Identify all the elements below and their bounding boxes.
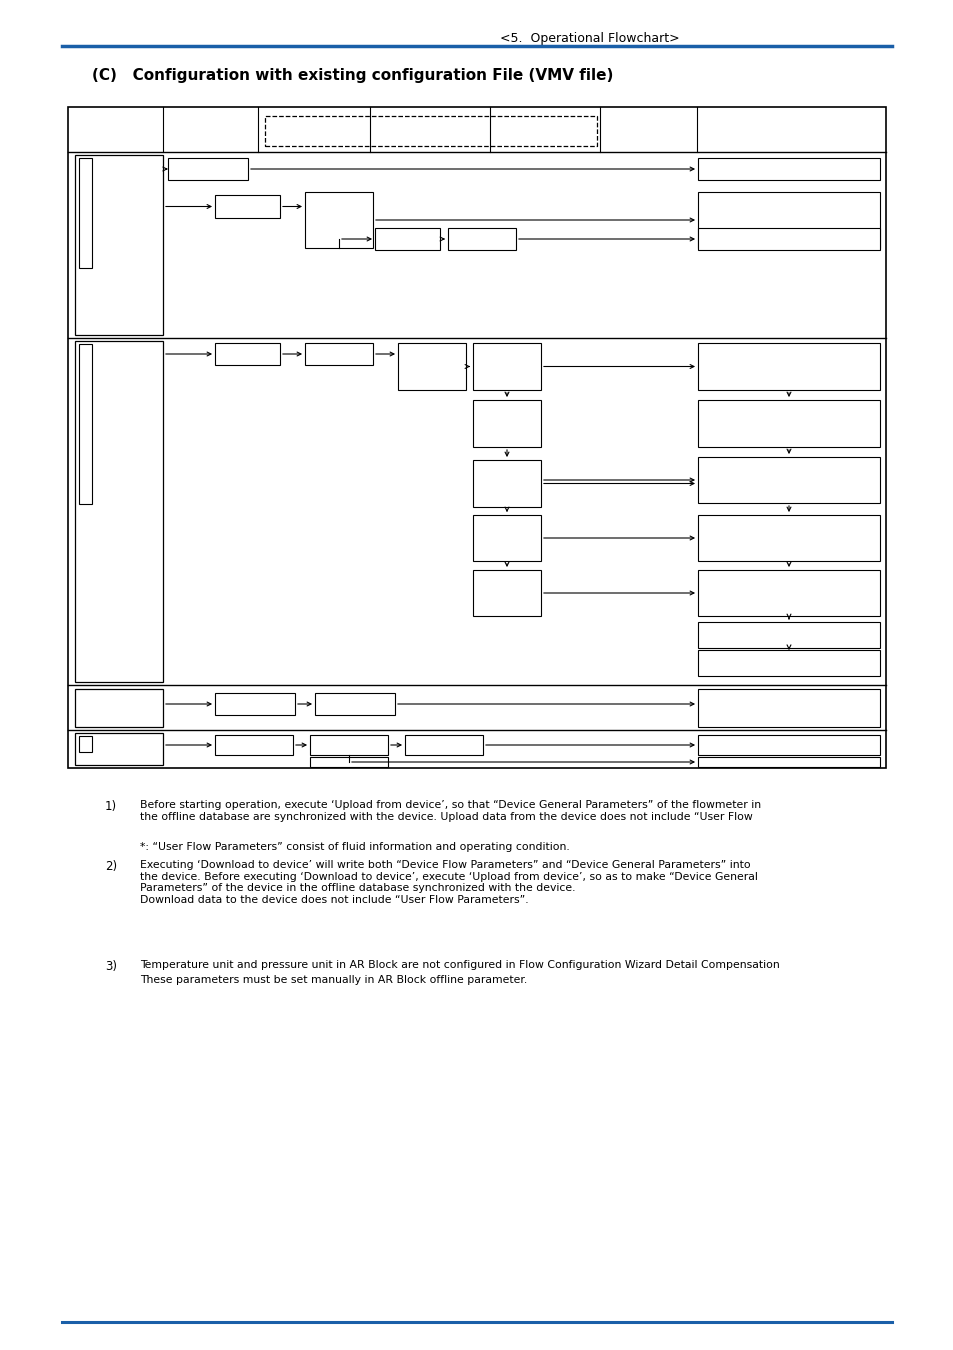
Text: These parameters must be set manually in AR Block offline parameter.: These parameters must be set manually in… [140, 975, 527, 985]
FancyBboxPatch shape [75, 688, 163, 728]
FancyBboxPatch shape [214, 194, 280, 217]
FancyBboxPatch shape [214, 693, 294, 716]
Text: Temperature unit and pressure unit in AR Block are not configured in Flow Config: Temperature unit and pressure unit in AR… [140, 960, 779, 971]
FancyBboxPatch shape [698, 622, 879, 648]
FancyBboxPatch shape [75, 155, 163, 335]
FancyBboxPatch shape [168, 158, 248, 180]
FancyBboxPatch shape [698, 458, 879, 504]
FancyBboxPatch shape [305, 343, 373, 364]
Text: (C)   Configuration with existing configuration File (VMV file): (C) Configuration with existing configur… [91, 68, 613, 82]
Text: 1): 1) [105, 801, 117, 813]
FancyBboxPatch shape [314, 693, 395, 716]
FancyBboxPatch shape [698, 570, 879, 616]
FancyBboxPatch shape [698, 400, 879, 447]
Text: <5.  Operational Flowchart>: <5. Operational Flowchart> [499, 32, 679, 45]
FancyBboxPatch shape [214, 343, 280, 364]
FancyBboxPatch shape [397, 343, 465, 390]
FancyBboxPatch shape [448, 228, 516, 250]
FancyBboxPatch shape [698, 734, 879, 755]
FancyBboxPatch shape [75, 342, 163, 682]
FancyBboxPatch shape [79, 736, 91, 752]
FancyBboxPatch shape [79, 344, 91, 504]
FancyBboxPatch shape [473, 343, 540, 390]
FancyBboxPatch shape [305, 192, 373, 248]
FancyBboxPatch shape [698, 343, 879, 390]
FancyBboxPatch shape [214, 734, 293, 755]
FancyBboxPatch shape [79, 158, 91, 269]
FancyBboxPatch shape [698, 228, 879, 250]
FancyBboxPatch shape [68, 107, 885, 768]
FancyBboxPatch shape [698, 649, 879, 676]
FancyBboxPatch shape [375, 228, 439, 250]
FancyBboxPatch shape [310, 757, 388, 767]
Text: *: “User Flow Parameters” consist of fluid information and operating condition.: *: “User Flow Parameters” consist of flu… [140, 842, 569, 852]
FancyBboxPatch shape [698, 757, 879, 767]
Text: 3): 3) [105, 960, 117, 973]
FancyBboxPatch shape [310, 734, 388, 755]
FancyBboxPatch shape [75, 733, 163, 765]
FancyBboxPatch shape [698, 192, 879, 248]
FancyBboxPatch shape [473, 514, 540, 562]
FancyBboxPatch shape [698, 158, 879, 180]
FancyBboxPatch shape [473, 400, 540, 447]
FancyBboxPatch shape [473, 570, 540, 616]
Text: Before starting operation, execute ‘Upload from device’, so that “Device General: Before starting operation, execute ‘Uplo… [140, 801, 760, 822]
Text: Executing ‘Download to device’ will write both “Device Flow Parameters” and “Dev: Executing ‘Download to device’ will writ… [140, 860, 757, 905]
FancyBboxPatch shape [698, 688, 879, 728]
Text: 2): 2) [105, 860, 117, 873]
FancyBboxPatch shape [698, 514, 879, 562]
FancyBboxPatch shape [405, 734, 482, 755]
FancyBboxPatch shape [473, 460, 540, 508]
FancyBboxPatch shape [265, 116, 597, 146]
